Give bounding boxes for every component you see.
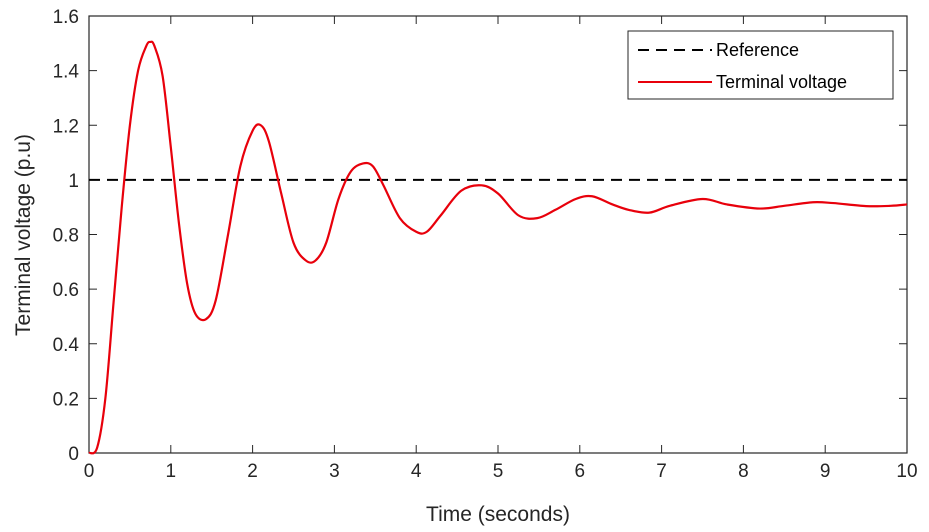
x-tick-label: 7 [656,461,667,482]
y-tick-label: 1.2 [53,116,79,137]
y-tick-label: 0.4 [53,335,80,356]
y-tick-label: 0.8 [53,226,79,247]
legend-box [627,30,894,100]
x-tick-label: 10 [896,461,917,482]
axis-ticks: 0 1 2 3 4 5 6 7 8 9 10 0 0.2 0.4 0.6 0.8 1 1.2 1.4 1.6 [53,7,918,482]
legend-label-reference: Reference [716,40,799,60]
x-tick-label: 5 [493,461,504,482]
x-tick-label: 0 [84,461,95,482]
y-tick-label: 0 [68,444,79,465]
y-tick-label: 0.6 [53,280,79,301]
x-axis-label: Time (seconds) [426,503,570,526]
x-tick-label: 4 [411,461,422,482]
x-tick-label: 3 [329,461,340,482]
x-tick-label: 1 [166,461,177,482]
x-tick-label: 2 [247,461,258,482]
y-axis-label: Terminal voltage (p.u) [12,134,35,336]
legend: Reference Terminal voltage [627,30,894,100]
y-tick-label: 1.6 [53,7,79,28]
y-tick-label: 0.2 [53,389,79,410]
series-layer [88,40,908,455]
y-tick-label: 1 [68,171,79,192]
series-line-terminal-voltage [88,40,908,455]
y-tick-label: 1.4 [53,62,80,83]
x-tick-label: 9 [820,461,831,482]
x-tick-label: 6 [575,461,586,482]
x-tick-label: 8 [738,461,749,482]
legend-label-terminal-voltage: Terminal voltage [716,72,847,92]
